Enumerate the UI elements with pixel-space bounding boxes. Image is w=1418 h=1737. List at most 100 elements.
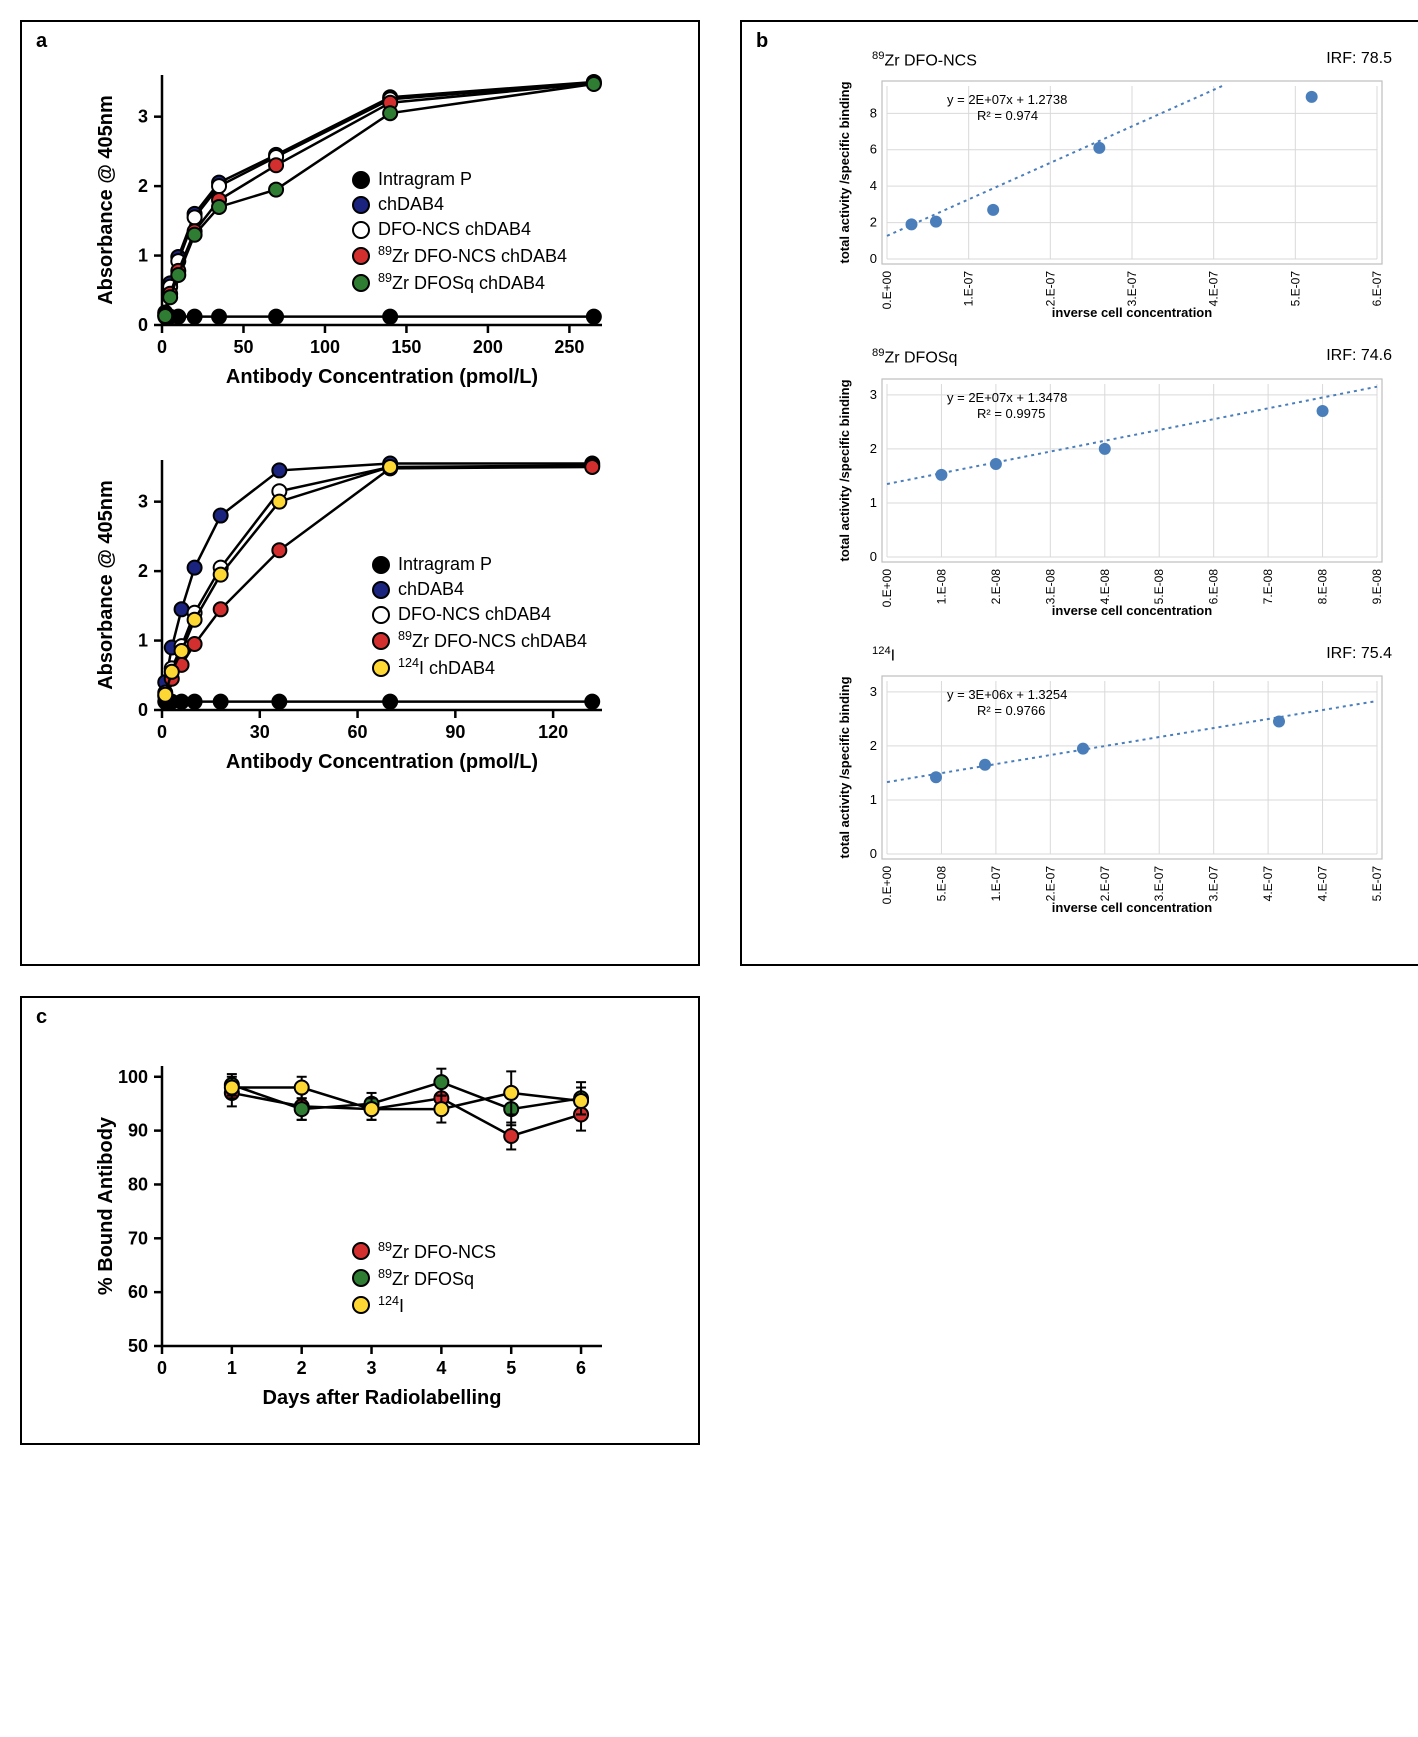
legend-label: 124I chDAB4 [398,656,495,679]
svg-text:0: 0 [870,846,877,861]
panel-b: b 89Zr DFO-NCSIRF: 78.5024680.E+001.E-07… [740,20,1418,966]
svg-text:1: 1 [870,792,877,807]
svg-text:5.E-08: 5.E-08 [1152,568,1166,604]
svg-text:2: 2 [138,561,148,581]
svg-text:4.E-08: 4.E-08 [1098,568,1112,604]
lindmo-title-row: 89Zr DFOSq IRF: 74.6 [872,347,1392,367]
svg-text:50: 50 [233,337,253,357]
svg-text:3.E-07: 3.E-07 [1125,271,1139,307]
legend-item: DFO-NCS chDAB4 [372,604,587,625]
chart-legend: Intragram P chDAB4 DFO-NCS chDAB4 89Zr DFO-… [352,165,567,298]
legend-item: 89Zr DFO-NCS chDAB4 [372,629,587,652]
lindmo-compound-label: 89Zr DFO-NCS [872,50,977,70]
svg-text:2.E-07: 2.E-07 [1043,866,1057,902]
legend-label: 124I [378,1294,404,1317]
svg-text:1.E-07: 1.E-07 [989,866,1003,902]
legend-item: 124I chDAB4 [372,656,587,679]
legend-label: 89Zr DFOSq [378,1267,474,1290]
svg-text:y = 2E+07x + 1.2738: y = 2E+07x + 1.2738 [947,92,1067,107]
svg-text:1: 1 [138,631,148,651]
svg-text:8.E-08: 8.E-08 [1316,568,1330,604]
legend-label: 89Zr DFOSq chDAB4 [378,271,545,294]
svg-text:3: 3 [138,107,148,127]
svg-text:0: 0 [157,1358,167,1378]
svg-text:4.E-07: 4.E-07 [1261,866,1275,902]
svg-text:0.E+00: 0.E+00 [880,271,894,310]
chart-legend: 89Zr DFO-NCS 89Zr DFOSq 124I [352,1236,496,1321]
legend-marker-icon [352,1296,370,1314]
legend-marker-icon [352,247,370,265]
panel-a: a 0501001502002500123Absorbance @ 405nmA… [20,20,700,966]
svg-text:1: 1 [138,246,148,266]
svg-text:inverse cell concentration: inverse cell concentration [1052,603,1212,618]
svg-text:inverse cell concentration: inverse cell concentration [1052,900,1212,915]
lindmo-compound-label: 89Zr DFOSq [872,347,957,367]
legend-marker-icon [372,632,390,650]
svg-text:Absorbance @ 405nm: Absorbance @ 405nm [95,95,117,305]
svg-text:3: 3 [367,1358,377,1378]
svg-text:y = 3E+06x + 1.3254: y = 3E+06x + 1.3254 [947,687,1067,702]
legend-marker-icon [372,659,390,677]
legend-label: DFO-NCS chDAB4 [378,219,531,240]
svg-text:90: 90 [445,722,465,742]
svg-text:50: 50 [128,1336,148,1356]
svg-text:1: 1 [870,495,877,510]
svg-text:R² = 0.974: R² = 0.974 [977,108,1038,123]
svg-text:90: 90 [128,1121,148,1141]
svg-text:4: 4 [870,178,877,193]
lindmo-irf-label: IRF: 78.5 [1326,50,1392,70]
svg-text:0: 0 [138,700,148,720]
svg-text:6.E-07: 6.E-07 [1370,271,1384,307]
legend-label: chDAB4 [378,194,444,215]
svg-text:1: 1 [227,1358,237,1378]
svg-text:3: 3 [870,386,877,401]
panel-c-label: c [36,1006,47,1029]
svg-text:3.E-07: 3.E-07 [1152,866,1166,902]
svg-text:3.E-07: 3.E-07 [1207,866,1221,902]
svg-text:4.E-07: 4.E-07 [1207,271,1221,307]
svg-text:150: 150 [391,337,421,357]
legend-marker-icon [352,171,370,189]
lindmo-title-row: 124IIRF: 75.4 [872,645,1392,665]
svg-text:6.E-08: 6.E-08 [1207,568,1221,604]
svg-text:6: 6 [870,142,877,157]
svg-text:total activity /specific bindi: total activity /specific binding [837,676,852,858]
svg-text:2.E-07: 2.E-07 [1043,271,1057,307]
svg-text:2: 2 [870,441,877,456]
svg-text:100: 100 [310,337,340,357]
svg-text:0: 0 [157,722,167,742]
legend-marker-icon [352,1242,370,1260]
legend-label: Intragram P [378,169,472,190]
svg-text:0: 0 [870,251,877,266]
svg-text:60: 60 [128,1282,148,1302]
legend-label: 89Zr DFO-NCS chDAB4 [378,244,567,267]
legend-item: 89Zr DFO-NCS [352,1240,496,1263]
svg-text:1.E-07: 1.E-07 [962,271,976,307]
svg-text:6: 6 [576,1358,586,1378]
svg-text:120: 120 [538,722,568,742]
svg-text:70: 70 [128,1228,148,1248]
lindmo-irf-label: IRF: 74.6 [1326,347,1392,367]
svg-text:% Bound Antibody: % Bound Antibody [95,1116,117,1295]
svg-text:8: 8 [870,106,877,121]
legend-item: Intragram P [352,169,567,190]
svg-text:y = 2E+07x + 1.3478: y = 2E+07x + 1.3478 [947,390,1067,405]
svg-text:5.E-07: 5.E-07 [1370,866,1384,902]
lindmo-irf-label: IRF: 75.4 [1326,645,1392,665]
legend-item: 124I [352,1294,496,1317]
svg-text:3: 3 [870,684,877,699]
chart-legend: Intragram PchDAB4DFO-NCS chDAB489Zr DFO-… [372,550,587,683]
lindmo-title-row: 89Zr DFO-NCS IRF: 78.5 [872,50,1392,70]
svg-text:0.E+00: 0.E+00 [880,866,894,905]
chart-c: 01234565060708090100% Bound AntibodyDays… [92,1056,678,1421]
panel-b-plots: 89Zr DFO-NCS IRF: 78.5 0 2 4 6 8 0.E+00 1.E-07 2.… [762,50,1398,924]
svg-text:4.E-07: 4.E-07 [1316,866,1330,902]
legend-marker-icon [372,581,390,599]
legend-item: Intragram P [372,554,587,575]
svg-text:250: 250 [554,337,584,357]
svg-text:R² = 0.9975: R² = 0.9975 [977,406,1045,421]
lindmo-plot: 89Zr DFO-NCSIRF: 78.5024680.E+001.E-072.… [832,50,1398,329]
svg-text:5.E-08: 5.E-08 [934,866,948,902]
legend-marker-icon [372,606,390,624]
svg-text:R² = 0.9766: R² = 0.9766 [977,703,1045,718]
